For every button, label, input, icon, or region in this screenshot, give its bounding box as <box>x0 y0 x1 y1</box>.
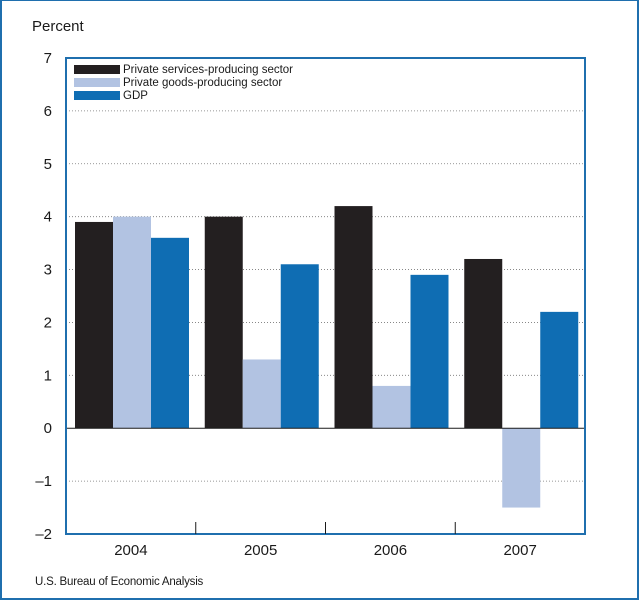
legend-item-goods: Private goods-producing sector <box>74 76 293 89</box>
legend-swatch-services <box>74 65 120 74</box>
bar-private-goods-producing-sector-2007 <box>502 428 541 508</box>
y-tick-label: 6 <box>44 103 52 120</box>
y-tick-label: 4 <box>44 209 52 226</box>
y-axis-label: Percent <box>32 18 84 35</box>
bar-private-goods-producing-sector-2006 <box>372 385 411 429</box>
legend-swatch-goods <box>74 78 120 87</box>
bar-private-goods-producing-sector-2005 <box>242 359 281 429</box>
legend-swatch-gdp <box>74 91 120 100</box>
x-tick-label-2007: 2007 <box>503 542 536 559</box>
legend-item-gdp: GDP <box>74 89 293 102</box>
bar-private-goods-producing-sector-2004 <box>113 216 151 429</box>
bar-gdp-2004 <box>151 237 189 429</box>
legend-label-gdp: GDP <box>123 89 148 102</box>
bar-gdp-2006 <box>410 274 449 429</box>
y-tick-label: 1 <box>44 367 52 384</box>
bar-gdp-2005 <box>280 264 319 429</box>
bar-gdp-2007 <box>540 311 579 429</box>
x-tick-label-2005: 2005 <box>244 542 277 559</box>
y-tick-label: –2 <box>35 526 52 543</box>
bar-private-services-producing-sector-2005 <box>204 216 243 429</box>
y-tick-label: 2 <box>44 314 52 331</box>
y-tick-label: 3 <box>44 262 52 279</box>
y-tick-label: –1 <box>35 473 52 490</box>
bar-private-services-producing-sector-2004 <box>75 221 113 429</box>
legend-label-goods: Private goods-producing sector <box>123 76 283 89</box>
bar-private-services-producing-sector-2007 <box>464 258 503 429</box>
legend: Private services-producing sector Privat… <box>74 63 293 102</box>
x-tick-label-2004: 2004 <box>114 542 147 559</box>
x-tick-label-2006: 2006 <box>374 542 407 559</box>
y-tick-label: 7 <box>44 50 52 67</box>
bar-private-services-producing-sector-2006 <box>334 206 373 429</box>
y-tick-label: 0 <box>44 420 52 437</box>
legend-item-services: Private services-producing sector <box>74 63 293 76</box>
y-tick-label: 5 <box>44 156 52 173</box>
legend-label-services: Private services-producing sector <box>123 63 294 76</box>
source-note: U.S. Bureau of Economic Analysis <box>35 576 204 588</box>
